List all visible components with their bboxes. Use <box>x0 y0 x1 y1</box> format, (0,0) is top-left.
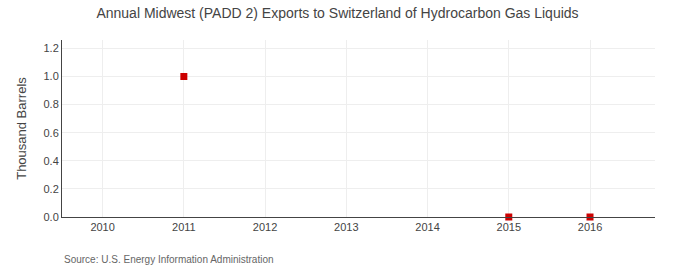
svg-text:2014: 2014 <box>415 221 439 233</box>
svg-text:Thousand Barrels: Thousand Barrels <box>14 77 29 180</box>
svg-text:2016: 2016 <box>578 221 602 233</box>
svg-text:2011: 2011 <box>172 221 196 233</box>
svg-text:2010: 2010 <box>90 221 114 233</box>
svg-text:Source: U.S. Energy Informatio: Source: U.S. Energy Information Administ… <box>64 254 274 265</box>
svg-text:1.2: 1.2 <box>44 42 59 54</box>
svg-text:1.0: 1.0 <box>44 70 59 82</box>
svg-text:2013: 2013 <box>334 221 358 233</box>
svg-text:2015: 2015 <box>497 221 521 233</box>
svg-text:0.2: 0.2 <box>44 183 59 195</box>
svg-text:0.0: 0.0 <box>44 211 59 223</box>
svg-text:0.4: 0.4 <box>44 155 59 167</box>
svg-text:0.6: 0.6 <box>44 127 59 139</box>
svg-text:2012: 2012 <box>253 221 277 233</box>
svg-text:0.8: 0.8 <box>44 98 59 110</box>
svg-text:Annual Midwest (PADD 2) Export: Annual Midwest (PADD 2) Exports to Switz… <box>96 5 578 21</box>
